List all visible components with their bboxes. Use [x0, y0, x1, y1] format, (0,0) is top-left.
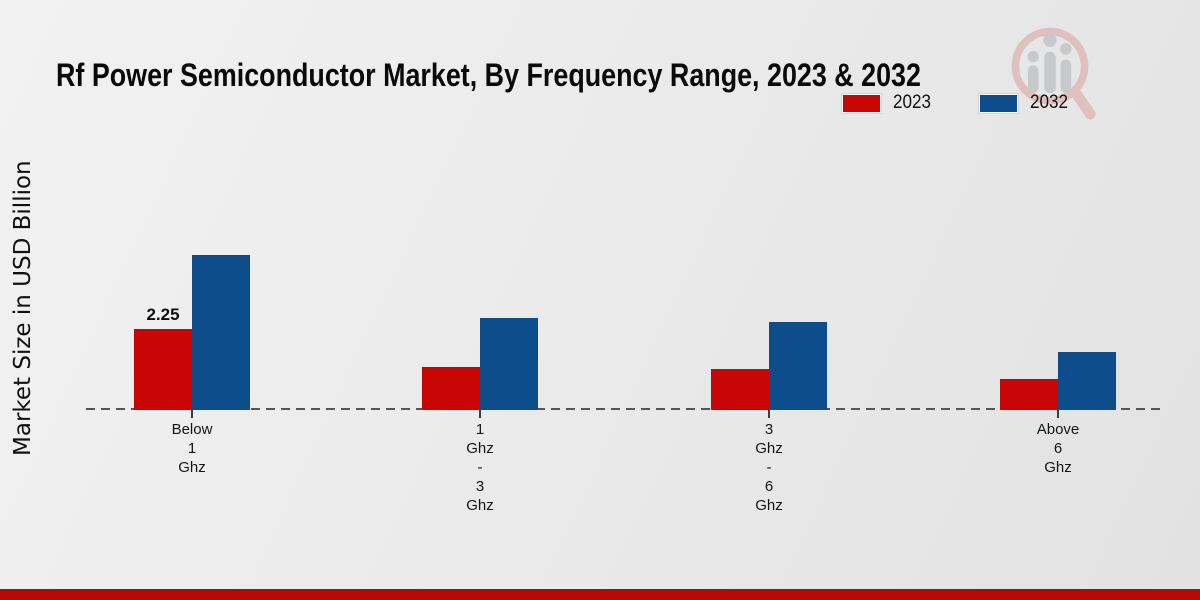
x-axis-tick — [768, 410, 770, 418]
bar-2032-3-ghz-6-ghz — [769, 321, 827, 410]
legend-swatch-2023 — [842, 93, 881, 113]
y-axis-label: Market Size in USD Billion — [10, 160, 36, 456]
x-axis-tick — [479, 410, 481, 418]
bar-2023-3-ghz-6-ghz — [711, 368, 769, 410]
bar-2023-above-6-ghz — [1000, 379, 1058, 410]
bar-2032-above-6-ghz — [1058, 352, 1116, 410]
bar-2032-1-ghz-3-ghz — [480, 318, 538, 410]
bar-2023-below-1-ghz — [134, 329, 192, 410]
magnifier-bar-chart-watermark-icon — [1011, 27, 1096, 120]
legend-item-2023: 2023 — [842, 92, 935, 114]
bar-2032-below-1-ghz — [192, 255, 250, 410]
legend: 2023 2032 — [842, 92, 1073, 114]
legend-label-2023: 2023 — [893, 92, 932, 113]
legend-item-2032: 2032 — [979, 92, 1072, 114]
data-label-2023-below-1-ghz: 2.25 — [146, 305, 180, 324]
footer-bar — [0, 589, 1200, 600]
x-axis-category-label-above-6-ghz: Above 6 Ghz — [1036, 421, 1080, 476]
zero-baseline — [86, 408, 1164, 410]
chart-title: Rf Power Semiconductor Market, By Freque… — [56, 57, 921, 94]
bar-2023-1-ghz-3-ghz — [422, 366, 480, 410]
legend-label-2032: 2032 — [1030, 92, 1069, 113]
x-axis-tick — [1057, 410, 1059, 418]
legend-swatch-2032 — [979, 93, 1019, 113]
x-axis-category-label-1-ghz-3-ghz: 1 Ghz -3 Ghz — [466, 421, 494, 514]
x-axis-category-label-3-ghz-6-ghz: 3 Ghz -6 Ghz — [755, 421, 783, 514]
x-axis-category-label-below-1-ghz: Below 1 Ghz — [171, 421, 213, 476]
x-axis-tick — [191, 410, 193, 418]
